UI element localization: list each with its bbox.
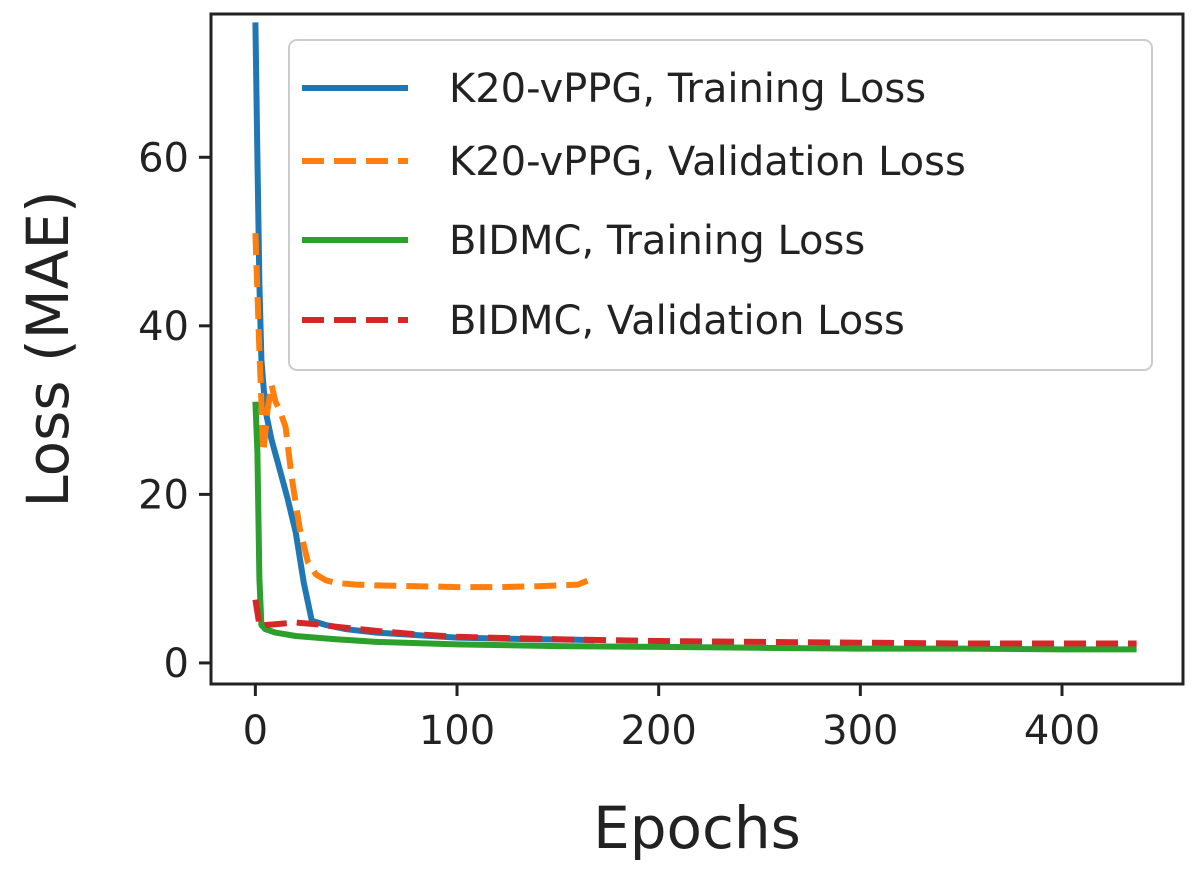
x-tick-label: 0 (243, 708, 268, 754)
x-tick-label: 300 (822, 708, 898, 754)
legend-label-2: K20-vPPG, Validation Loss (449, 139, 966, 185)
legend-label-1: K20-vPPG, Training Loss (449, 66, 926, 112)
axes-frame (209, 12, 1185, 686)
series-line-2 (252, 232, 597, 591)
y-tick-label: 60 (138, 135, 189, 181)
legend-box (288, 39, 1153, 371)
legend-label-3: BIDMC, Training Loss (449, 218, 865, 264)
x-tick-label: 400 (1024, 708, 1100, 754)
x-axis-label: Epochs (593, 794, 801, 862)
series-layer (252, 22, 1137, 653)
y-tick-label: 0 (164, 641, 189, 687)
series-line-3 (252, 401, 1137, 653)
legend: K20-vPPG, Training Loss K20-vPPG, Validat… (288, 39, 1153, 371)
x-tick-label: 100 (419, 708, 495, 754)
x-tick-label: 200 (621, 708, 697, 754)
series-line-4 (252, 599, 1137, 647)
y-tick-label: 20 (138, 472, 189, 518)
legend-label-4: BIDMC, Validation Loss (449, 298, 905, 344)
y-axis-label: Loss (MAE) (14, 190, 82, 507)
axes-layer: 0 100 200 300 400 0 20 40 60 (138, 12, 1185, 754)
y-tick-label: 40 (138, 304, 189, 350)
